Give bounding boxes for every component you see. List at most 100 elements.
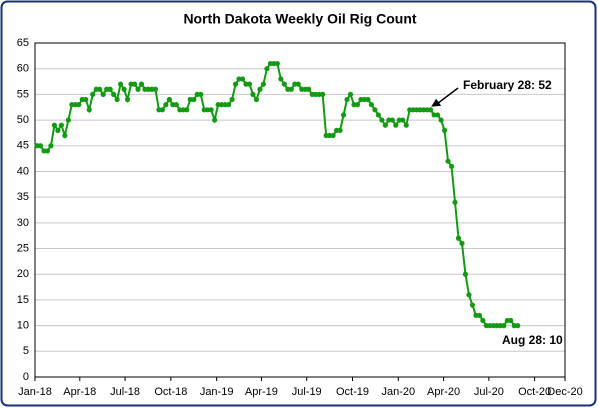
x-tick-label: Jul-19 xyxy=(292,386,322,398)
data-point xyxy=(121,86,127,92)
data-point xyxy=(347,91,354,97)
plot-border xyxy=(34,42,566,378)
data-point xyxy=(114,96,120,103)
data-point xyxy=(501,323,507,329)
data-point xyxy=(232,81,239,87)
data-point xyxy=(37,143,44,149)
data-point xyxy=(152,86,159,92)
data-point xyxy=(480,317,486,324)
data-point xyxy=(438,117,444,123)
data-point xyxy=(86,107,92,113)
data-point xyxy=(400,117,406,123)
data-point xyxy=(225,102,232,108)
data-point xyxy=(337,127,343,133)
data-point xyxy=(448,163,455,169)
data-point xyxy=(55,127,61,133)
data-point xyxy=(212,117,218,123)
data-point xyxy=(159,107,165,113)
annotation-arrowhead xyxy=(431,98,442,107)
data-point xyxy=(393,122,399,128)
y-tick-label: 55 xyxy=(17,88,29,100)
data-point xyxy=(403,122,409,128)
data-point xyxy=(264,66,270,72)
data-point xyxy=(229,96,235,103)
data-point xyxy=(111,91,117,97)
data-point xyxy=(260,81,267,87)
y-tick-label: 30 xyxy=(17,217,29,229)
data-point xyxy=(441,127,448,133)
data-point xyxy=(51,122,58,128)
y-tick-label: 0 xyxy=(23,371,29,383)
data-point xyxy=(515,323,521,329)
y-tick-label: 65 xyxy=(17,37,29,49)
chart-title: North Dakota Weekly Oil Rig Count xyxy=(183,11,416,27)
data-point xyxy=(83,96,89,103)
x-tick-label: Jul-18 xyxy=(110,386,140,398)
data-point xyxy=(466,292,472,298)
data-point xyxy=(173,102,179,108)
data-point xyxy=(462,271,469,277)
x-tick-label: Jul-20 xyxy=(474,386,504,398)
x-tick-label: Jan-19 xyxy=(200,386,234,398)
data-point xyxy=(278,76,284,82)
data-point xyxy=(239,76,246,82)
y-tick-label: 45 xyxy=(17,140,29,152)
data-point xyxy=(166,96,172,103)
data-point xyxy=(445,158,451,164)
y-tick-label: 15 xyxy=(17,294,29,306)
data-point xyxy=(295,81,301,87)
data-point xyxy=(62,132,68,139)
y-tick-label: 35 xyxy=(17,191,29,203)
data-point xyxy=(288,86,294,92)
x-tick-label: Apr-19 xyxy=(245,386,278,398)
data-point xyxy=(372,107,378,113)
y-tick-label: 20 xyxy=(17,268,29,280)
x-tick-label: Oct-19 xyxy=(336,386,369,398)
data-point xyxy=(138,81,145,87)
y-tick-label: 50 xyxy=(17,114,29,126)
data-point xyxy=(365,96,371,103)
data-point xyxy=(274,60,280,67)
data-point xyxy=(107,86,113,92)
data-point xyxy=(455,235,462,241)
data-point xyxy=(428,107,434,113)
data-point xyxy=(124,96,131,103)
data-point xyxy=(65,117,71,123)
data-point xyxy=(379,117,385,123)
x-tick-label: Jan-20 xyxy=(381,386,415,398)
data-point xyxy=(90,91,96,97)
data-point xyxy=(257,86,263,92)
y-tick-label: 10 xyxy=(17,320,29,332)
data-point xyxy=(306,86,312,92)
data-point xyxy=(100,91,106,97)
data-point xyxy=(340,112,347,118)
annotation: February 28: 52 xyxy=(463,78,552,92)
data-point xyxy=(198,91,204,97)
data-point xyxy=(435,112,441,118)
x-tick-label: Jan-18 xyxy=(18,386,52,398)
data-point xyxy=(281,81,287,87)
y-tick-label: 25 xyxy=(17,242,29,254)
data-point xyxy=(48,143,54,149)
data-point xyxy=(191,96,197,103)
data-point xyxy=(469,302,476,308)
data-point xyxy=(131,81,138,87)
annotation-arrow xyxy=(436,87,459,105)
annotation: Aug 28: 10 xyxy=(502,333,563,347)
data-point xyxy=(320,91,326,97)
data-point xyxy=(246,81,253,87)
y-tick-label: 60 xyxy=(17,63,29,75)
data-point xyxy=(163,102,169,108)
data-point xyxy=(117,81,124,87)
data-point xyxy=(97,86,103,92)
y-tick-label: 40 xyxy=(17,165,29,177)
x-tick-label: Oct-20 xyxy=(518,386,551,398)
x-tick-label: Dec-20 xyxy=(547,386,582,398)
data-point xyxy=(354,102,361,108)
data-point xyxy=(508,317,514,324)
data-point xyxy=(389,117,395,123)
x-tick-label: Apr-18 xyxy=(63,386,96,398)
data-point xyxy=(58,122,64,128)
data-point xyxy=(368,102,375,108)
